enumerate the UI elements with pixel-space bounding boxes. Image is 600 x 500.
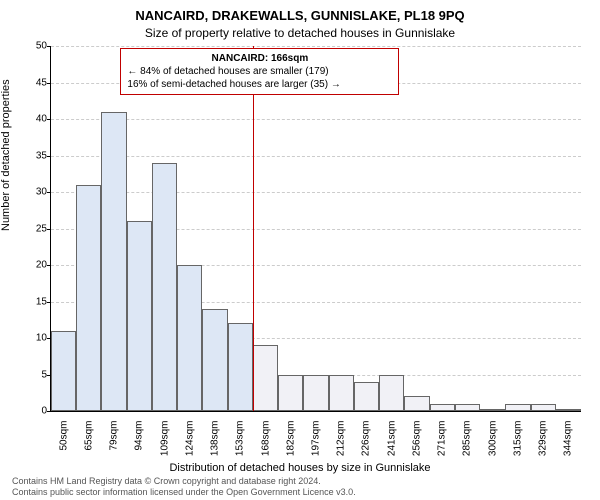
histogram-bar (51, 331, 76, 411)
y-tick-label: 50 (23, 41, 47, 52)
histogram-bar (202, 309, 227, 411)
grid-line (51, 46, 581, 47)
x-tick-label: 182sqm (285, 421, 296, 466)
y-tick-label: 40 (23, 114, 47, 125)
grid-line (51, 192, 581, 193)
x-axis-label: Distribution of detached houses by size … (0, 462, 600, 474)
x-tick-label: 197sqm (311, 421, 322, 466)
y-tick-label: 20 (23, 260, 47, 271)
x-tick-label: 65sqm (83, 421, 94, 466)
histogram-bar (531, 404, 556, 411)
y-tick-mark (47, 46, 51, 47)
histogram-bar (455, 404, 480, 411)
y-tick-mark (47, 302, 51, 303)
marker-line (253, 46, 254, 411)
marker-line-2: ← 84% of detached houses are smaller (17… (127, 65, 392, 78)
histogram-bar (404, 396, 429, 411)
x-tick-label: 300sqm (487, 421, 498, 466)
histogram-bar (329, 375, 354, 412)
x-tick-label: 256sqm (411, 421, 422, 466)
plot-area: 0510152025303540455050sqm65sqm79sqm94sqm… (50, 46, 581, 412)
chart-title-main: NANCAIRD, DRAKEWALLS, GUNNISLAKE, PL18 9… (0, 8, 600, 23)
histogram-bar (480, 409, 505, 411)
histogram-bar (152, 163, 177, 411)
x-tick-label: 50sqm (58, 421, 69, 466)
y-tick-label: 35 (23, 150, 47, 161)
y-tick-mark (47, 192, 51, 193)
y-tick-mark (47, 83, 51, 84)
x-tick-label: 168sqm (260, 421, 271, 466)
y-tick-label: 15 (23, 296, 47, 307)
x-tick-label: 315sqm (512, 421, 523, 466)
x-tick-label: 138sqm (210, 421, 221, 466)
chart-title-sub: Size of property relative to detached ho… (0, 26, 600, 40)
x-tick-label: 241sqm (386, 421, 397, 466)
y-tick-label: 5 (23, 369, 47, 380)
y-tick-mark (47, 265, 51, 266)
histogram-bar (127, 221, 152, 411)
grid-line (51, 156, 581, 157)
x-tick-label: 329sqm (538, 421, 549, 466)
marker-annotation-box: NANCAIRD: 166sqm← 84% of detached houses… (120, 48, 399, 95)
footer-line-1: Contains HM Land Registry data © Crown c… (12, 476, 356, 487)
y-tick-label: 30 (23, 187, 47, 198)
histogram-bar (228, 323, 253, 411)
x-tick-label: 94sqm (134, 421, 145, 466)
x-tick-label: 285sqm (462, 421, 473, 466)
histogram-bar (303, 375, 328, 412)
footer-attribution: Contains HM Land Registry data © Crown c… (12, 476, 356, 498)
y-tick-mark (47, 119, 51, 120)
chart-container: NANCAIRD, DRAKEWALLS, GUNNISLAKE, PL18 9… (0, 0, 600, 500)
histogram-bar (177, 265, 202, 411)
x-tick-label: 109sqm (159, 421, 170, 466)
histogram-bar (379, 375, 404, 412)
x-tick-label: 212sqm (336, 421, 347, 466)
histogram-bar (556, 409, 581, 411)
y-tick-mark (47, 229, 51, 230)
y-tick-label: 0 (23, 406, 47, 417)
marker-line-1: NANCAIRD: 166sqm (127, 52, 392, 65)
histogram-bar (253, 345, 278, 411)
y-tick-label: 45 (23, 77, 47, 88)
x-tick-label: 153sqm (235, 421, 246, 466)
histogram-bar (76, 185, 101, 411)
y-axis-label: Number of detached properties (0, 79, 12, 231)
histogram-bar (354, 382, 379, 411)
histogram-bar (430, 404, 455, 411)
histogram-bar (505, 404, 530, 411)
y-tick-mark (47, 411, 51, 412)
x-tick-label: 226sqm (361, 421, 372, 466)
x-tick-label: 344sqm (563, 421, 574, 466)
x-tick-label: 124sqm (184, 421, 195, 466)
footer-line-2: Contains public sector information licen… (12, 487, 356, 498)
x-tick-label: 79sqm (109, 421, 120, 466)
y-tick-label: 25 (23, 223, 47, 234)
y-tick-label: 10 (23, 333, 47, 344)
histogram-bar (278, 375, 303, 412)
y-tick-mark (47, 156, 51, 157)
x-tick-label: 271sqm (437, 421, 448, 466)
marker-line-3: 16% of semi-detached houses are larger (… (127, 78, 392, 91)
grid-line (51, 119, 581, 120)
histogram-bar (101, 112, 126, 411)
